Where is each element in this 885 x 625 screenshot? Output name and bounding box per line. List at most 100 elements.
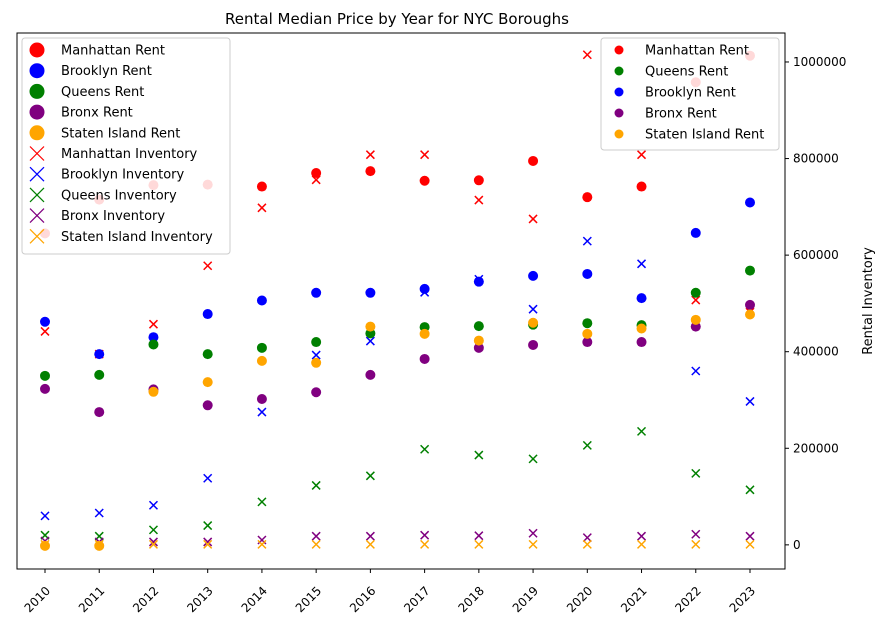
inventory-point <box>691 529 701 539</box>
rent-point <box>94 540 105 551</box>
inventory-point <box>691 366 701 376</box>
y2-tick-label: 600000 <box>793 248 839 262</box>
legend-marker <box>29 228 45 244</box>
inventory-point <box>745 531 755 541</box>
legend-marker <box>29 187 45 203</box>
legend-marker <box>614 87 624 97</box>
rent-point <box>311 287 322 298</box>
rent-point <box>690 287 701 298</box>
x-tick-label: 2013 <box>184 584 215 615</box>
x-tick-label: 2020 <box>564 584 595 615</box>
inventory-point <box>203 473 213 483</box>
inventory-point <box>311 350 321 360</box>
inventory-point <box>40 326 50 336</box>
legend-left-frame <box>21 37 231 255</box>
inventory-point <box>474 450 484 460</box>
inventory-point <box>745 539 755 549</box>
legend-marker <box>29 42 45 58</box>
x-tick-label: 2016 <box>347 584 378 615</box>
inventory-point <box>420 530 430 540</box>
rent-point <box>419 353 430 364</box>
rent-point <box>528 339 539 350</box>
rent-point <box>419 283 430 294</box>
x-tick-label: 2021 <box>618 584 649 615</box>
legend-label: Bronx Inventory <box>61 209 165 224</box>
rent-point <box>148 339 159 350</box>
legend-marker <box>29 166 45 182</box>
inventory-point <box>691 295 701 305</box>
rent-point <box>473 335 484 346</box>
rent-point <box>745 309 755 320</box>
inventory-point <box>203 261 213 271</box>
inventory-point <box>148 500 158 510</box>
inventory-point <box>582 539 592 549</box>
rent-point <box>365 321 376 332</box>
legend-left: Manhattan Rent Brooklyn Rent Queens Rent Br… <box>21 37 231 255</box>
legend-label: Queens Rent <box>645 65 728 80</box>
rent-point <box>528 317 539 328</box>
inventory-point <box>637 531 647 541</box>
inventory-point <box>420 444 430 454</box>
rent-point <box>745 299 755 310</box>
rent-point <box>365 166 376 177</box>
y2-tick-label: 200000 <box>793 441 839 455</box>
inventory-point <box>148 539 158 549</box>
rent-point <box>148 386 159 397</box>
rent-point <box>419 328 430 339</box>
rent-point <box>256 181 267 192</box>
legend-label: Staten Island Rent <box>61 126 180 141</box>
x-tick-label: 2018 <box>455 584 486 615</box>
inventory-point <box>365 531 375 541</box>
rent-point <box>582 318 593 329</box>
inventory-point <box>40 511 50 521</box>
x-tick-label: 2012 <box>130 584 161 615</box>
legend-label: Staten Island Inventory <box>61 230 213 245</box>
data-marks <box>40 50 755 551</box>
rent-point <box>582 337 593 348</box>
inventory-point <box>582 50 592 60</box>
x-tick-label: 2010 <box>22 584 53 615</box>
legend-label: Brooklyn Rent <box>645 86 736 101</box>
x-tick-label: 2015 <box>293 584 324 615</box>
rent-point <box>94 349 105 360</box>
inventory-point <box>745 485 755 495</box>
inventory-point <box>745 396 755 406</box>
x-tick-label: 2019 <box>510 584 541 615</box>
inventory-point <box>528 304 538 314</box>
inventory-point <box>637 150 647 160</box>
rent-point <box>202 377 213 388</box>
legend-right-frame <box>600 37 780 151</box>
legend-marker <box>614 66 624 76</box>
inventory-point <box>257 407 267 417</box>
inventory-point <box>420 150 430 160</box>
legend-label: Manhattan Rent <box>645 44 749 59</box>
inventory-point <box>311 480 321 490</box>
y2-axis: 0 200000 400000 600000 800000 1000000 <box>785 55 846 552</box>
rent-point <box>40 316 50 327</box>
y2-tick-label: 400000 <box>793 345 839 359</box>
rent-point <box>582 328 593 339</box>
rent-point <box>40 370 50 381</box>
inventory-point <box>203 539 213 549</box>
legend-marker <box>29 104 45 120</box>
inventory-point <box>148 537 158 547</box>
inventory-point <box>365 150 375 160</box>
inventory-point <box>637 426 647 436</box>
rent-point <box>365 287 376 298</box>
inventory-point <box>528 214 538 224</box>
inventory-point <box>528 539 538 549</box>
rent-point <box>202 309 213 320</box>
rent-point <box>202 349 213 360</box>
inventory-point <box>257 203 267 213</box>
x-axis: 2010 2011 2012 2013 2014 2015 2016 2017 2018 2019… <box>22 569 758 615</box>
inventory-point <box>691 468 701 478</box>
legend-label: Brooklyn Inventory <box>61 168 184 183</box>
rent-point <box>94 369 105 380</box>
rent-point <box>690 314 701 325</box>
inventory-point <box>203 521 213 531</box>
inventory-point <box>691 539 701 549</box>
legend-label: Staten Island Rent <box>645 128 764 143</box>
rent-point <box>311 168 322 179</box>
inventory-point <box>311 539 321 549</box>
legend-marker <box>614 108 624 118</box>
